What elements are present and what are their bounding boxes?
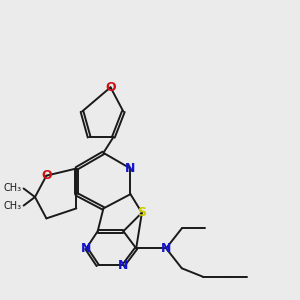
- Text: CH₃: CH₃: [4, 201, 22, 211]
- Text: O: O: [105, 81, 116, 94]
- Text: O: O: [41, 169, 52, 182]
- Text: N: N: [161, 242, 171, 255]
- Text: CH₃: CH₃: [4, 184, 22, 194]
- Text: S: S: [137, 206, 146, 219]
- Text: N: N: [81, 242, 92, 255]
- Text: N: N: [118, 259, 128, 272]
- Text: N: N: [125, 162, 136, 175]
